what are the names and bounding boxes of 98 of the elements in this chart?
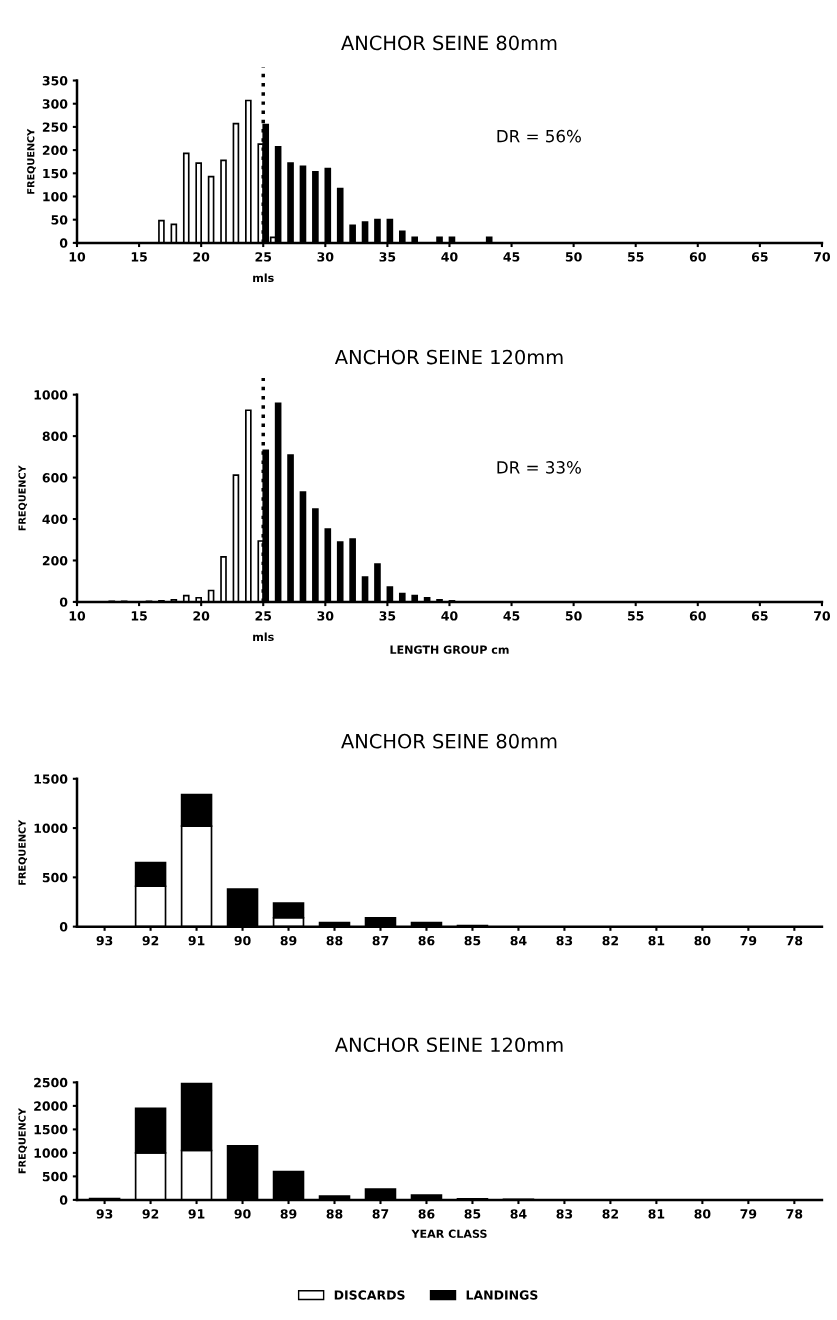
- x-tick-label: 91: [188, 1209, 205, 1219]
- x-tick-label: 55: [627, 611, 644, 621]
- x-tick-label: 80: [694, 935, 711, 946]
- y-tick-label: 0: [59, 238, 68, 248]
- x-tick-label: 55: [627, 252, 644, 262]
- x-tick-label: 35: [379, 611, 396, 621]
- x-tick-label: 60: [689, 252, 706, 262]
- y-tick-label: 0: [59, 597, 68, 607]
- x-tick-label: 25: [255, 252, 272, 262]
- x-tick-label: 89: [280, 1209, 297, 1219]
- chart-title: ANCHOR SEINE 120mm: [334, 349, 563, 365]
- y-tick-label: 500: [42, 1171, 68, 1182]
- y-tick-label: 150: [43, 168, 68, 179]
- y-tick-label: 200: [42, 555, 68, 566]
- y-tick-label: 50: [51, 215, 68, 225]
- y-tick-label: 100: [43, 191, 68, 202]
- x-tick-label: 30: [317, 252, 334, 262]
- x-tick-label: 15: [131, 252, 147, 262]
- annotation: DR = 33%: [497, 461, 581, 474]
- x-tick-label: 20: [193, 611, 210, 621]
- x-axis-title: YEAR CLASS: [411, 1229, 487, 1238]
- x-tick-label: 93: [96, 1209, 113, 1219]
- y-tick-label: 2000: [34, 1101, 68, 1111]
- y-tick-label: 600: [42, 473, 68, 483]
- x-tick-label: 78: [786, 1209, 803, 1219]
- y-axis-title: FREQUENCY: [18, 819, 28, 885]
- x-tick-label: 84: [510, 935, 527, 946]
- x-tick-label: 90: [234, 1209, 251, 1219]
- x-tick-label: 10: [69, 252, 86, 262]
- x-tick-label: 40: [441, 611, 458, 621]
- x-tick-label: 79: [740, 1209, 757, 1219]
- x-tick-label: 89: [280, 935, 297, 946]
- x-tick-label: 70: [814, 252, 831, 262]
- x-tick-label: 85: [464, 935, 481, 946]
- chart-title: ANCHOR SEINE 120mm: [334, 1037, 563, 1053]
- x-tick-label: 90: [234, 935, 251, 946]
- x-tick-label: 50: [565, 611, 582, 621]
- x-tick-label: 45: [503, 611, 520, 621]
- y-tick-label: 1000: [34, 390, 68, 400]
- x-tick-label: 25: [255, 611, 272, 621]
- x-tick-label: 60: [689, 611, 706, 621]
- x-tick-label: 91: [188, 935, 205, 946]
- x-axis-title: LENGTH GROUP cm: [390, 645, 509, 654]
- x-tick-label: 80: [694, 1209, 711, 1219]
- x-tick-label: 87: [372, 935, 389, 946]
- x-tick-label: 15: [131, 611, 147, 621]
- x-tick-label: 20: [193, 252, 210, 262]
- x-tick-label: 30: [317, 611, 334, 621]
- x-tick-label: 70: [814, 611, 831, 621]
- x-tick-label: 65: [751, 611, 768, 621]
- x-tick-label: 83: [556, 1209, 573, 1219]
- x-tick-label: 78: [786, 935, 803, 946]
- y-tick-label: 350: [42, 75, 68, 86]
- x-tick-label: 86: [418, 935, 435, 946]
- y-tick-label: 500: [42, 872, 68, 883]
- x-tick-label: 65: [751, 252, 768, 262]
- x-tick-label: 86: [418, 1209, 435, 1219]
- y-tick-label: 1500: [34, 1124, 68, 1135]
- legend-label: DISCARDS: [334, 1290, 405, 1300]
- chart-title: ANCHOR SEINE 80mm: [341, 35, 557, 51]
- x-tick-label: 50: [565, 252, 582, 262]
- x-tick-label: 82: [602, 1209, 619, 1219]
- y-tick-label: 1000: [34, 823, 68, 834]
- y-tick-label: 1000: [34, 1148, 68, 1158]
- x-tick-label: 35: [379, 252, 396, 262]
- y-tick-label: 0: [59, 922, 68, 932]
- x-tick-label: 79: [740, 935, 757, 946]
- y-tick-label: 1500: [34, 774, 68, 784]
- y-tick-label: 400: [42, 514, 68, 524]
- x-tick-label: 85: [464, 1209, 481, 1219]
- y-tick-label: 800: [42, 431, 68, 442]
- x-tick-label: 84: [510, 1209, 527, 1219]
- x-tick-label: 45: [503, 252, 520, 262]
- x-tick-label: 81: [648, 935, 665, 946]
- x-tick-label: 87: [372, 1209, 389, 1219]
- y-tick-label: 200: [42, 145, 68, 156]
- annotation: DR = 56%: [497, 129, 581, 143]
- ref-line-label: mls: [253, 273, 274, 283]
- ref-line-label: mls: [253, 632, 274, 642]
- y-axis-title: FREQUENCY: [18, 465, 28, 531]
- y-tick-label: 300: [42, 99, 68, 109]
- x-tick-label: 92: [142, 935, 159, 946]
- x-tick-label: 92: [142, 1209, 159, 1219]
- y-axis-title: FREQUENCY: [18, 1108, 28, 1174]
- y-axis-title: FREQUENCY: [27, 128, 36, 194]
- x-tick-label: 82: [602, 935, 619, 946]
- y-tick-label: 0: [59, 1195, 68, 1205]
- legend-label: LANDINGS: [466, 1290, 538, 1300]
- x-tick-label: 83: [556, 935, 573, 946]
- x-tick-label: 81: [648, 1209, 665, 1219]
- y-tick-label: 2500: [34, 1077, 68, 1088]
- chart-title: ANCHOR SEINE 80mm: [341, 733, 557, 749]
- x-tick-label: 88: [326, 935, 343, 946]
- x-tick-label: 40: [441, 252, 458, 262]
- y-tick-label: 250: [42, 122, 68, 132]
- x-tick-label: 88: [326, 1209, 343, 1219]
- x-tick-label: 93: [96, 935, 113, 946]
- x-tick-label: 10: [69, 611, 86, 621]
